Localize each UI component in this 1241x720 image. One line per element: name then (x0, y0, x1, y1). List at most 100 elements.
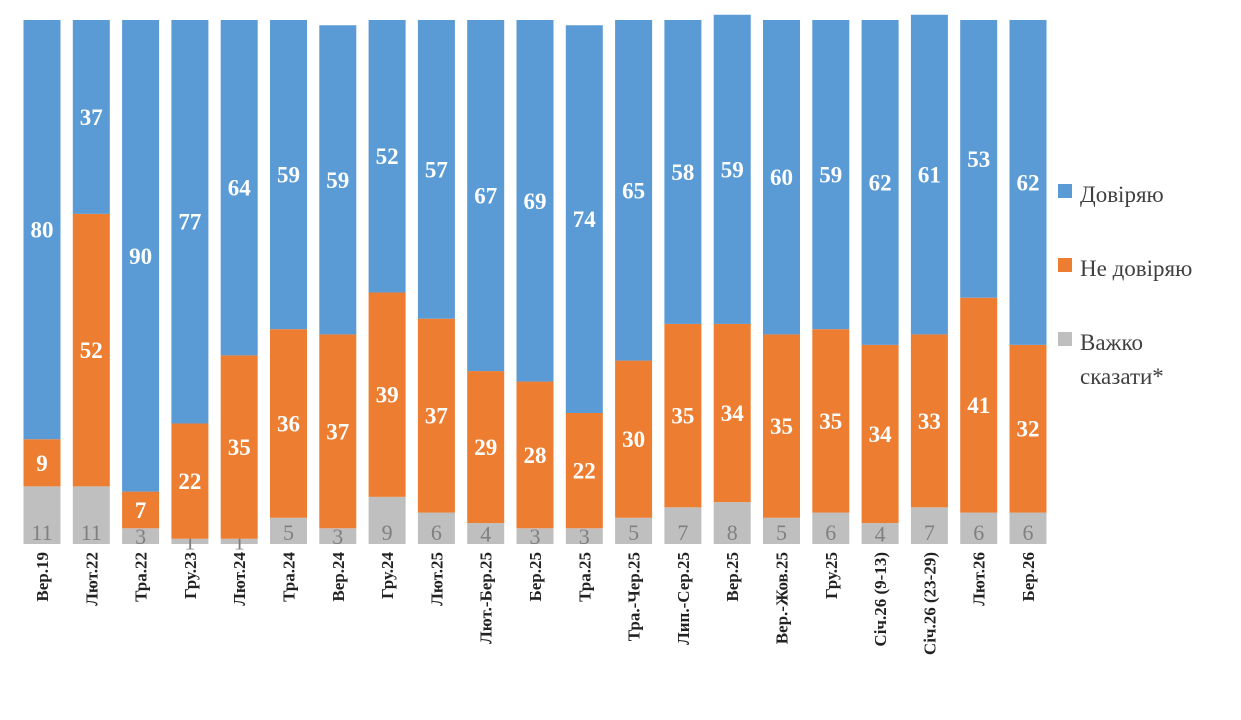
category-label: Січ.26 (23-29) (920, 552, 939, 655)
bar-distrust (23, 439, 61, 487)
bar-distrust (122, 491, 160, 529)
bar-trust (565, 25, 603, 414)
value-label-trust: 77 (178, 210, 201, 235)
value-label-hard-to-say: 4 (875, 522, 886, 547)
bar-hard-to-say (72, 486, 110, 544)
bar-distrust (861, 344, 899, 524)
legend-item-distrust: Не довіряю (1058, 252, 1238, 286)
value-label-hard-to-say: 1 (184, 529, 195, 554)
value-label-hard-to-say: 9 (382, 520, 393, 545)
category-label: Лют.24 (230, 552, 249, 606)
bar-trust (368, 20, 406, 293)
category-label: Бер.26 (1019, 552, 1038, 602)
bar-distrust (270, 329, 307, 518)
bar-hard-to-say (122, 528, 160, 544)
value-label-distrust: 35 (228, 435, 251, 460)
bar-hard-to-say (565, 528, 603, 544)
bar-distrust (960, 297, 998, 513)
category-label: Тра.24 (280, 552, 299, 602)
value-label-hard-to-say: 6 (431, 520, 442, 545)
value-label-trust: 61 (918, 163, 941, 188)
value-label-hard-to-say: 1 (234, 529, 245, 554)
value-label-distrust: 28 (524, 443, 547, 468)
bar-distrust (417, 318, 455, 513)
value-label-trust: 53 (967, 147, 990, 172)
category-label: Вер.25 (723, 552, 742, 602)
bar-distrust (615, 360, 653, 518)
value-label-trust: 57 (425, 157, 448, 182)
value-label-hard-to-say: 6 (1023, 520, 1034, 545)
legend-label-trust: Довіряю (1080, 182, 1164, 207)
value-label-trust: 58 (671, 160, 694, 185)
value-label-trust: 80 (31, 218, 54, 243)
value-label-distrust: 22 (178, 469, 201, 494)
bar-trust (467, 20, 505, 372)
category-label: Тра.25 (575, 552, 594, 602)
bar-distrust (368, 292, 406, 497)
bar-distrust (171, 423, 209, 539)
legend-swatch-hard-to-say (1058, 332, 1072, 346)
value-label-distrust: 35 (819, 409, 842, 434)
bar-distrust (565, 413, 603, 529)
value-label-hard-to-say: 3 (135, 524, 146, 549)
value-label-distrust: 32 (1017, 417, 1040, 442)
value-label-distrust: 22 (573, 459, 596, 484)
category-label: Бер.25 (526, 552, 545, 602)
bar-trust (171, 20, 209, 424)
bar-hard-to-say (910, 507, 948, 544)
value-label-trust: 59 (277, 163, 300, 188)
value-label-distrust: 34 (721, 401, 745, 426)
bar-hard-to-say (664, 507, 702, 544)
value-label-trust: 90 (129, 244, 152, 269)
value-label-trust: 62 (1017, 170, 1040, 195)
value-label-trust: 65 (622, 178, 645, 203)
value-label-hard-to-say: 11 (31, 520, 52, 545)
bar-trust (122, 20, 160, 492)
value-label-distrust: 9 (36, 451, 48, 476)
value-label-trust: 64 (228, 176, 252, 201)
value-label-trust: 67 (474, 184, 497, 209)
bar-hard-to-say (1009, 512, 1047, 544)
bar-hard-to-say (516, 528, 554, 544)
value-label-hard-to-say: 7 (677, 520, 688, 545)
value-label-hard-to-say: 5 (628, 520, 639, 545)
bar-trust (220, 20, 258, 356)
category-label: Тра.22 (132, 552, 151, 602)
value-label-hard-to-say: 11 (81, 520, 102, 545)
value-label-hard-to-say: 5 (776, 520, 787, 545)
legend-swatch-trust (1058, 184, 1072, 198)
bar-hard-to-say (763, 517, 800, 544)
bar-trust (861, 20, 899, 345)
category-label: Лют.-Бер.25 (477, 552, 496, 644)
value-label-distrust: 33 (918, 409, 941, 434)
value-label-hard-to-say: 8 (727, 520, 738, 545)
value-label-trust: 59 (721, 157, 744, 182)
value-label-trust: 74 (573, 207, 597, 232)
category-label: Вер.19 (33, 552, 52, 602)
bar-trust (1009, 20, 1047, 345)
bar-trust (910, 14, 948, 335)
value-label-distrust: 7 (135, 498, 147, 523)
bar-hard-to-say (861, 523, 899, 544)
value-label-trust: 37 (80, 105, 103, 130)
bar-trust (615, 20, 653, 361)
bar-hard-to-say (467, 523, 505, 544)
value-label-trust: 52 (376, 144, 399, 169)
category-label: Вер.24 (329, 552, 348, 602)
value-label-trust: 69 (524, 189, 547, 214)
bar-hard-to-say (368, 496, 406, 544)
bar-distrust (1009, 344, 1047, 513)
bar-hard-to-say (171, 538, 209, 544)
value-label-distrust: 35 (770, 414, 793, 439)
value-label-hard-to-say: 6 (825, 520, 836, 545)
value-label-hard-to-say: 3 (530, 524, 541, 549)
value-label-distrust: 41 (967, 393, 990, 418)
value-label-trust: 59 (326, 168, 349, 193)
bar-distrust (319, 334, 357, 529)
bar-trust (713, 14, 751, 324)
value-label-hard-to-say: 5 (283, 520, 294, 545)
bar-trust (72, 20, 110, 214)
value-label-distrust: 29 (474, 435, 497, 460)
category-label: Гру.23 (181, 552, 200, 599)
